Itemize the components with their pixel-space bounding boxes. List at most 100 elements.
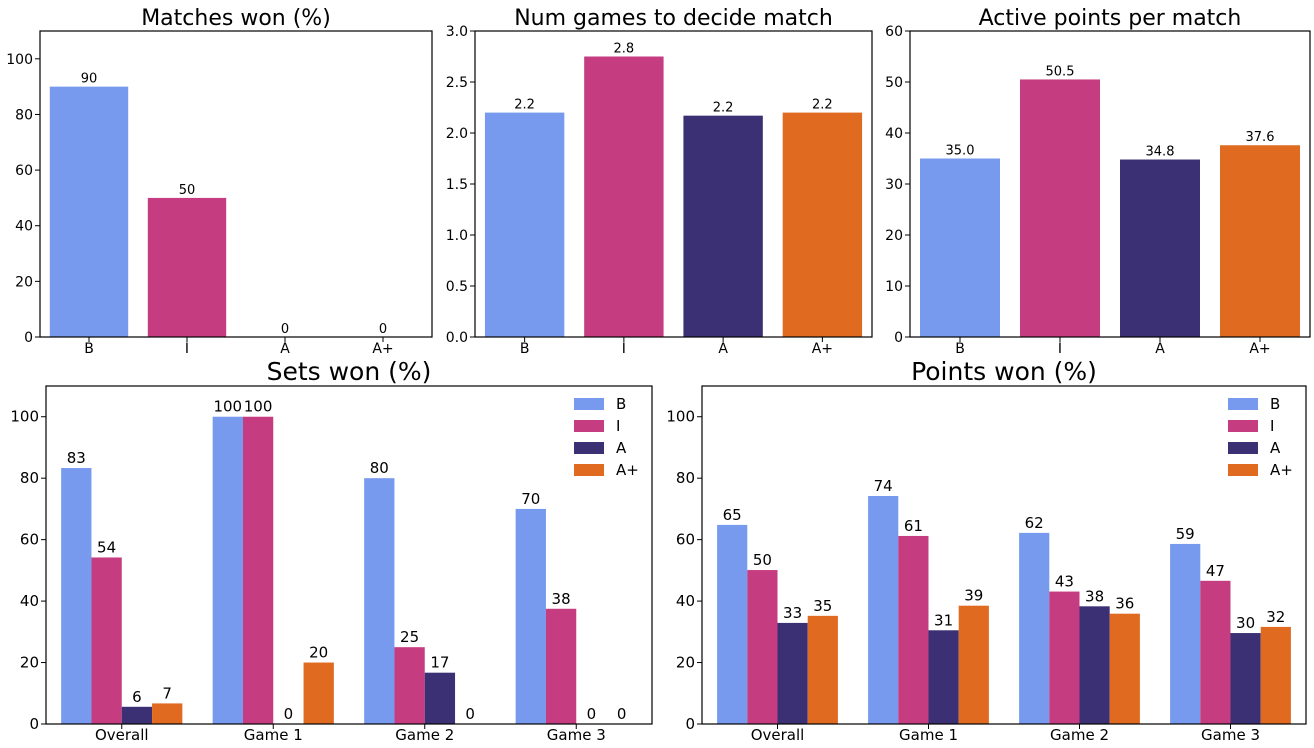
x-tick-label: I: [622, 341, 626, 357]
bar-value-label: 17: [430, 654, 449, 672]
bar-A+-game-2: [1109, 613, 1140, 724]
bar-value-label: 2.8: [614, 42, 635, 57]
bar-B: [484, 112, 565, 337]
legend-label: B: [1270, 395, 1280, 413]
bar-I: [1020, 79, 1100, 337]
y-tick-label: 40: [20, 592, 39, 610]
bar-I-game-1: [242, 416, 274, 724]
bar-I-game-3: [1200, 580, 1231, 724]
x-tick-label: B: [520, 341, 530, 357]
bar-value-label: 50: [753, 551, 772, 569]
y-tick-label: 1.0: [446, 228, 468, 244]
y-tick-label: 2.0: [446, 126, 468, 142]
bar-value-label: 70: [521, 490, 540, 508]
bar-value-label: 20: [309, 644, 328, 662]
chart-title: Matches won (%): [141, 6, 331, 31]
bar-value-label: 38: [552, 590, 571, 608]
bar-I-game-2: [1049, 591, 1080, 724]
chart-panel-1: Matches won (%) 0 20 40 60 80 100 B I A A+ 90 50 0 0: [6, 6, 433, 357]
x-tick-label: Overall: [751, 726, 805, 744]
x-tick-label: A: [718, 341, 728, 357]
bar-A-game-3: [1230, 633, 1261, 724]
x-tick-label: I: [1058, 341, 1062, 357]
bar-I-game-1: [898, 535, 929, 724]
bar-value-label: 83: [67, 449, 86, 467]
bar-I-game-3: [545, 608, 577, 724]
y-tick-label: 20: [885, 228, 903, 244]
legend-swatch: [1228, 420, 1258, 432]
legend-label: B: [616, 395, 626, 413]
x-tick-label: A+: [1249, 341, 1270, 357]
y-tick-label: 30: [885, 177, 903, 193]
bar-B: [49, 86, 129, 338]
y-tick-label: 100: [666, 408, 695, 426]
bar-value-label: 43: [1055, 573, 1074, 591]
y-tick-label: 40: [676, 592, 695, 610]
chart-panel-2: Num games to decide match 0.0 0.5 1.0 1.5 2.0…: [446, 6, 873, 357]
y-tick-label: 60: [676, 531, 695, 549]
y-tick-label: 2.5: [446, 75, 468, 91]
x-tick-label: A+: [812, 341, 833, 357]
bar-value-label: 35: [813, 597, 832, 615]
legend-swatch: [1228, 398, 1258, 410]
x-tick-label: Game 1: [244, 726, 303, 744]
bar-B-game-2: [364, 478, 395, 724]
bar-value-label: 2.2: [514, 98, 535, 113]
plot-frame: [45, 385, 653, 725]
bar-value-label: 34.8: [1146, 145, 1175, 160]
x-tick-label: A: [280, 341, 290, 357]
bar-B-game-1: [868, 496, 899, 724]
bar-A+: [782, 112, 863, 337]
bar-value-label: 25: [400, 628, 419, 646]
y-tick-label: 20: [676, 654, 695, 672]
y-tick-label: 0: [685, 715, 695, 733]
y-tick-label: 60: [20, 531, 39, 549]
plot-frame: [474, 30, 873, 338]
bar-value-label: 59: [1176, 525, 1195, 543]
bar-A-game-2: [1079, 606, 1110, 724]
y-tick-label: 50: [885, 75, 903, 91]
y-tick-label: 80: [20, 469, 39, 487]
bar-A-game-1: [928, 630, 959, 724]
bar-value-label: 100: [244, 398, 273, 416]
bar-value-label: 7: [162, 684, 172, 702]
y-tick-label: 100: [6, 52, 33, 68]
bar-value-label: 0: [284, 705, 294, 723]
chart-panel-5: Points won (%) 0 20 40 60 80 100 Overall Game 1 G…: [666, 357, 1307, 744]
bar-I-overall: [91, 557, 122, 724]
y-tick-label: 80: [676, 469, 695, 487]
bar-value-label: 30: [1236, 614, 1255, 632]
bar-value-label: 38: [1085, 587, 1104, 605]
bar-value-label: 35.0: [946, 144, 975, 159]
y-tick-label: 100: [10, 408, 39, 426]
bar-A+-game-3: [1260, 626, 1291, 724]
x-tick-label: A: [1155, 341, 1165, 357]
y-tick-label: 60: [885, 24, 903, 40]
bar-value-label: 2.2: [812, 98, 833, 113]
bar-value-label: 31: [934, 611, 953, 629]
bar-A-game-2: [424, 672, 456, 724]
bar-A: [1120, 159, 1200, 337]
bar-value-label: 61: [904, 517, 923, 535]
x-tick-label: Game 3: [1201, 726, 1260, 744]
x-tick-label: Overall: [95, 726, 149, 744]
y-tick-label: 0: [29, 715, 39, 733]
bar-B-game-3: [515, 508, 546, 724]
y-tick-label: 1.5: [446, 177, 468, 193]
legend-label: A: [1270, 439, 1281, 457]
y-tick-label: 40: [15, 219, 33, 235]
y-tick-label: 80: [15, 107, 33, 123]
bar-value-label: 0: [617, 705, 627, 723]
y-tick-label: 20: [20, 654, 39, 672]
bar-B-game-3: [1170, 543, 1201, 724]
y-tick-label: 40: [885, 126, 903, 142]
bar-value-label: 32: [1266, 608, 1285, 626]
bar-value-label: 39: [964, 587, 983, 605]
legend-label: I: [1270, 417, 1274, 435]
bar-A+-overall: [152, 703, 183, 724]
bar-A: [683, 115, 763, 337]
bar-value-label: 0: [379, 322, 387, 337]
bar-value-label: 54: [97, 538, 116, 556]
bar-B-game-1: [212, 416, 243, 724]
